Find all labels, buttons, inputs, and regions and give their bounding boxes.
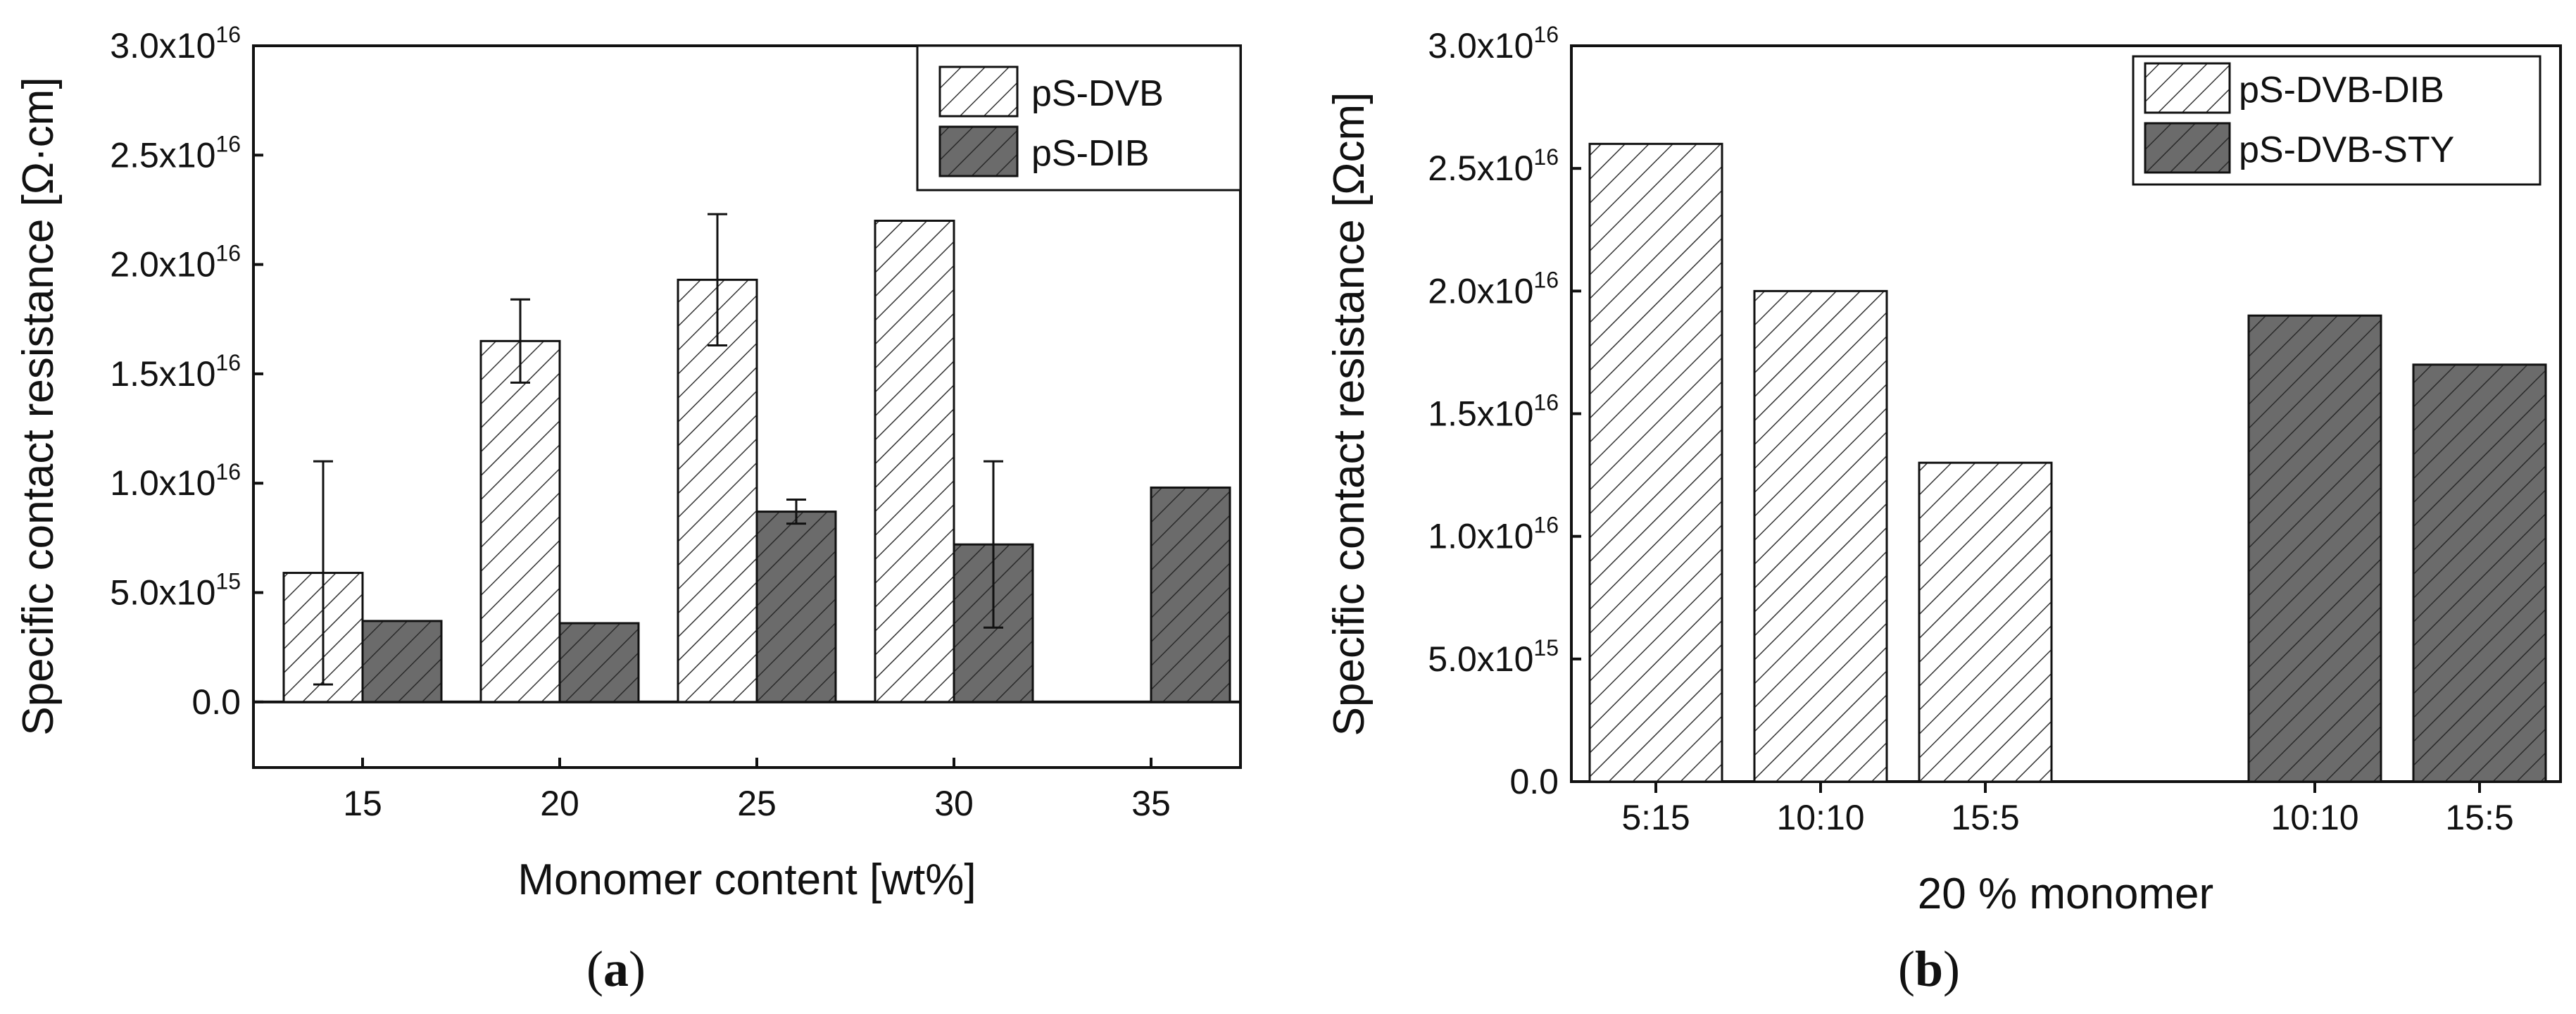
panel-a-y-tick-label: 1.5x1016 bbox=[110, 350, 241, 394]
panel-a-bars bbox=[282, 219, 1231, 703]
panel-b-y-tick-label: 5.0x1015 bbox=[1428, 635, 1559, 679]
panel-b-x-tick-label: 10:10 bbox=[2270, 798, 2358, 837]
panel-b-x-tick-label: 15:5 bbox=[1951, 798, 2019, 837]
panel-b-legend-label-pS-DVB-STY: pS-DVB-STY bbox=[2239, 130, 2454, 170]
panel-a-legend-label-pS-DVB: pS-DVB bbox=[1031, 73, 1164, 114]
panel-b-bars bbox=[1588, 142, 2547, 783]
panel-a-bar-pS-DVB-20 bbox=[479, 339, 561, 703]
panel-a-y-tick-label: 5.0x1015 bbox=[110, 569, 241, 613]
panel-a-label-letter: a bbox=[603, 941, 629, 997]
panel-b-bar-pS-DVB-STY-10:10 bbox=[2247, 314, 2382, 783]
panel-a-chart: 0.0 5.0x1015 1.0x1016 1.5x1016 2.0x1016 2.5x1… bbox=[14, 22, 1242, 997]
panel-a-legend: pS-DVB pS-DIB bbox=[916, 44, 1242, 192]
panel-a-legend-swatch-pS-DVB bbox=[938, 65, 1019, 118]
panel-a-y-tick-label: 2.5x1016 bbox=[110, 131, 241, 175]
panel-a-y-ticks: 0.0 5.0x1015 1.0x1016 1.5x1016 2.0x1016 2.5x1… bbox=[110, 22, 263, 722]
panel-a-bar-pS-DVB-30 bbox=[874, 219, 955, 703]
panel-a-error-bars bbox=[313, 213, 1003, 686]
panel-a-x-tick-label: 30 bbox=[934, 784, 974, 823]
panel-a-legend-label-pS-DIB: pS-DIB bbox=[1031, 133, 1150, 174]
panel-a-bar-pS-DVB-25 bbox=[677, 278, 758, 703]
panel-b-x-tick-label: 15:5 bbox=[2445, 798, 2513, 837]
panel-a-bar-pS-DIB-35 bbox=[1150, 486, 1231, 703]
panel-a-plot-frame bbox=[252, 44, 1242, 769]
panel-b-x-tick-label: 5:15 bbox=[1621, 798, 1690, 837]
panel-b-y-tick-label: 0.0 bbox=[1509, 762, 1559, 801]
panel-a-y-tick-label: 0.0 bbox=[191, 682, 241, 722]
panel-b-legend-swatch-pS-DVB-STY bbox=[2144, 122, 2231, 174]
panel-a-x-tick-label: 35 bbox=[1131, 784, 1171, 823]
panel-a-bar-pS-DIB-25 bbox=[755, 511, 837, 703]
panel-a-bar-pS-DIB-20 bbox=[558, 622, 640, 703]
panel-b-bar-pS-DVB-DIB-5:15 bbox=[1588, 142, 1723, 783]
panel-b-y-ticks: 0.0 5.0x1015 1.0x1016 1.5x1016 2.0x1016 2.5x1… bbox=[1428, 22, 1581, 801]
panel-b-y-tick-label: 1.5x1016 bbox=[1428, 390, 1559, 434]
panel-b-y-axis-title: Specific contact resistance [Ωcm] bbox=[1325, 92, 1374, 737]
panel-b-x-ticks: 5:15 10:10 15:5 10:10 15:5 bbox=[1621, 782, 2514, 837]
panel-a-y-tick-label: 2.0x1016 bbox=[110, 241, 241, 284]
panel-a-x-tick-label: 25 bbox=[737, 784, 777, 823]
panel-b-legend-label-pS-DVB-DIB: pS-DVB-DIB bbox=[2239, 70, 2444, 111]
panel-a-x-tick-label: 20 bbox=[540, 784, 579, 823]
panel-b-legend: pS-DVB-DIB pS-DVB-STY bbox=[2132, 55, 2542, 186]
panel-b-x-tick-label: 10:10 bbox=[1776, 798, 1864, 837]
panel-b-bar-pS-DVB-STY-15:5 bbox=[2412, 363, 2547, 783]
panel-a-y-axis-title: Specific contact resistance [Ω·cm] bbox=[14, 77, 63, 735]
panel-b-bar-pS-DVB-DIB-10:10 bbox=[1753, 289, 1888, 783]
panel-b-y-tick-label: 3.0x1016 bbox=[1428, 22, 1559, 65]
panel-b-legend-swatch-pS-DVB-DIB bbox=[2144, 62, 2231, 114]
panel-a-x-tick-label: 15 bbox=[343, 784, 382, 823]
panel-a-y-tick-label: 1.0x1016 bbox=[110, 459, 241, 503]
panel-a-label: (a) bbox=[586, 941, 646, 997]
panel-a-y-tick-label: 3.0x1016 bbox=[110, 22, 241, 65]
panel-b-chart: 0.0 5.0x1015 1.0x1016 1.5x1016 2.0x1016 2.5x1… bbox=[1325, 22, 2562, 997]
panel-b-y-tick-label: 2.0x1016 bbox=[1428, 267, 1559, 311]
panel-b-label-letter: b bbox=[1915, 941, 1943, 997]
panel-a-bar-pS-DIB-15 bbox=[361, 620, 443, 703]
panel-b-y-tick-label: 2.5x1016 bbox=[1428, 144, 1559, 188]
panel-a-legend-swatch-pS-DIB bbox=[938, 125, 1019, 177]
panel-b-x-axis-title: 20 % monomer bbox=[1918, 870, 2213, 918]
panel-a-x-axis-title: Monomer content [wt%] bbox=[517, 856, 976, 904]
panel-b-bar-pS-DVB-DIB-15:5 bbox=[1918, 461, 2053, 783]
panel-a-x-ticks: 15 20 25 30 35 bbox=[343, 758, 1171, 823]
panel-b-y-tick-label: 1.0x1016 bbox=[1428, 513, 1559, 556]
panel-b-label: (b) bbox=[1898, 941, 1960, 997]
